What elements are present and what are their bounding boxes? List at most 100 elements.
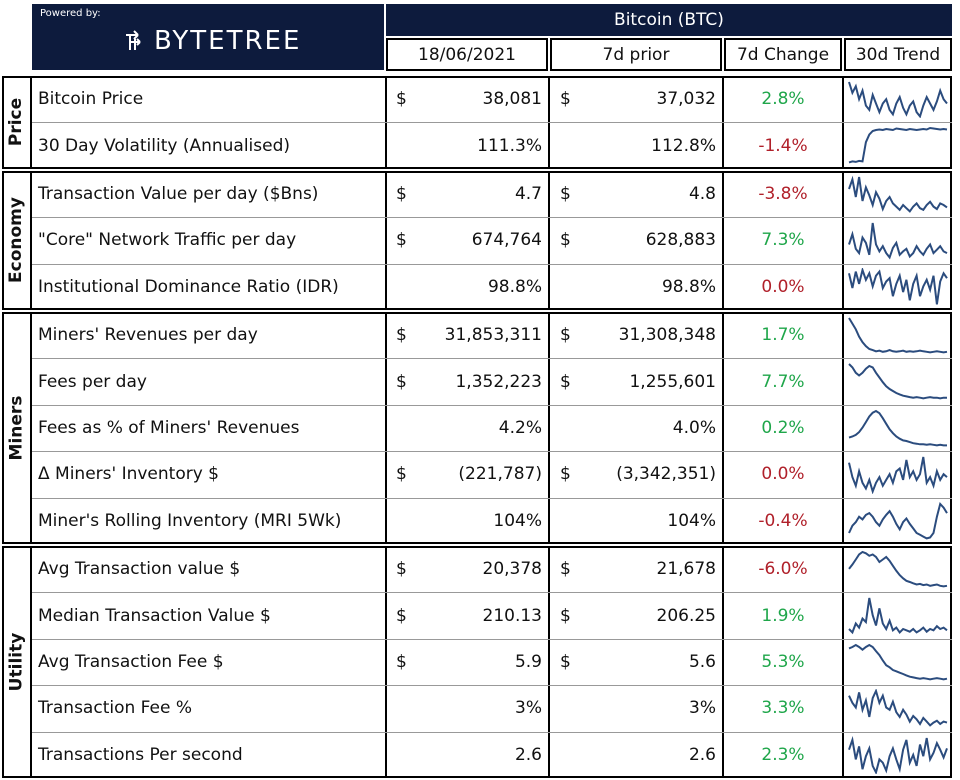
metric-label: Institutional Dominance Ratio (IDR) [38,276,339,297]
sparkline-line [848,456,948,495]
change-value: 0.0% [761,464,805,485]
current-value: 4.7 [514,183,542,204]
sparkline-line [848,643,948,681]
prior-value: 3% [689,698,716,719]
row-divider [32,731,952,733]
section-label: Economy [2,170,32,310]
sparkline-line [848,735,948,775]
current-value: 38,081 [482,89,542,110]
row-divider [32,451,952,453]
sparkline-svg [848,643,948,681]
metric-label: Δ Miners' Inventory $ [38,464,219,485]
metric-label: Fees per day [38,371,147,392]
sparkline-line [848,598,948,635]
prior-value: 206.25 [656,605,716,626]
current-value: 98.8% [487,276,542,297]
sparkline-line [848,317,948,354]
sparkline-svg [848,127,948,164]
trend-sparkline [848,266,948,306]
current-currency: $ [396,89,407,110]
bytetree-logo: BYTETREE [124,26,301,56]
sparkline-svg [848,363,947,400]
current-value: 674,764 [471,230,542,251]
prior-value: 37,032 [656,89,716,110]
sparkline-svg [848,266,948,305]
current-currency: $ [396,651,407,672]
change-value: 0.2% [761,417,805,438]
current-value: (221,787) [458,464,542,485]
sparkline-svg [848,688,948,727]
row-divider [32,404,952,406]
column-divider [385,546,387,778]
column-divider [548,312,550,544]
change-value: 7.7% [761,371,805,392]
current-value: 3% [515,698,542,719]
sparkline-svg [848,317,948,354]
powered-by-label: Powered by: [40,8,101,19]
prior-value: 4.0% [672,417,716,438]
sparkline-line [848,266,948,305]
change-value: 7.3% [761,230,805,251]
row-divider [32,592,952,594]
trend-sparkline [848,80,948,119]
change-value: -1.4% [758,135,808,156]
current-value: 4.2% [498,417,542,438]
prior-value: 628,883 [645,230,716,251]
current-value: 5.9 [514,651,542,672]
metric-label: Avg Transaction value $ [38,559,241,580]
metric-label: Transactions Per second [38,744,243,765]
metric-label: Miner's Rolling Inventory (MRI 5Wk) [38,510,342,531]
prior-value: 31,308,348 [618,325,716,346]
sparkline-line [848,81,948,119]
prior-currency: $ [560,651,571,672]
change-value: 3.3% [761,698,805,719]
prior-currency: $ [560,371,571,392]
trend-sparkline [848,501,948,540]
row-divider [32,263,952,265]
column-divider [385,170,387,310]
metric-label: 30 Day Volatility (Annualised) [38,135,291,156]
sparkline-svg [848,501,948,540]
trend-sparkline [848,409,948,447]
column-divider [722,170,724,310]
prior-currency: $ [560,325,571,346]
trend-sparkline [848,221,948,260]
change-value: 2.3% [761,744,805,765]
metric-label: Fees as % of Miners' Revenues [38,417,300,438]
trend-sparkline [848,316,948,354]
change-value: 1.9% [761,605,805,626]
current-currency: $ [396,605,407,626]
column-divider [842,546,844,778]
section-label: Miners [2,312,32,544]
prior-value: 2.6 [688,744,716,765]
column-divider [548,546,550,778]
metric-label: Bitcoin Price [38,89,144,110]
trend-sparkline [848,175,948,213]
current-value: 20,378 [482,559,542,580]
prior-value: 98.8% [661,276,716,297]
row-divider [32,358,952,360]
sparkline-svg [848,175,948,213]
sparkline-line [848,688,948,727]
sparkline-svg [848,223,948,260]
sparkline-line [848,409,947,447]
col-header-current: 18/06/2021 [386,38,548,71]
group-title: Bitcoin (BTC) [386,4,952,36]
trend-sparkline [848,688,948,727]
sparkline-svg [848,81,948,119]
sparkline-line [848,501,948,540]
col-header-prior: 7d prior [550,38,722,71]
row-divider [32,497,952,499]
metric-label: "Core" Network Traffic per day [38,230,297,251]
metric-label: Avg Transaction Fee $ [38,651,224,672]
sparkline-line [848,363,947,400]
trend-sparkline [848,735,948,775]
section-label-text: Economy [6,197,27,284]
sparkline-svg [848,735,948,775]
change-value: -0.4% [758,510,808,531]
section-label: Price [2,76,32,169]
current-value: 1,352,223 [455,371,542,392]
metric-label: Miners' Revenues per day [38,325,258,346]
col-header-trend: 30d Trend [844,38,952,71]
trend-sparkline [848,550,948,588]
